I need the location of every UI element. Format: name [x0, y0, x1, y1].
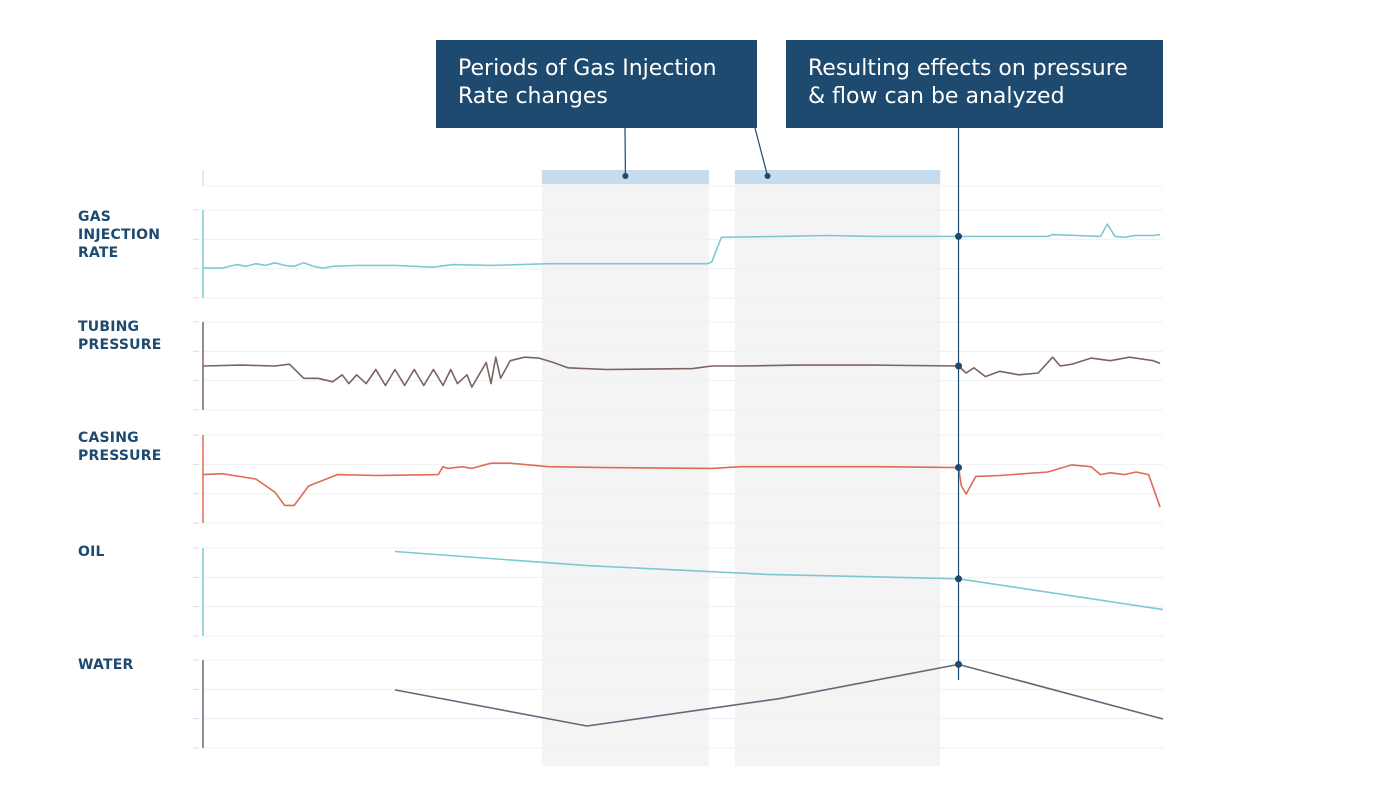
callout-left-line-1: Periods of Gas Injection — [458, 56, 717, 81]
series-line-gas_injection_rate — [203, 223, 1161, 269]
callout-gas-injection-periods: Periods of Gas Injection Rate changes — [436, 40, 757, 128]
series-line-water — [394, 663, 1164, 727]
label-water: WATER — [78, 657, 134, 673]
callout-resulting-effects: Resulting effects on pressure & flow can… — [786, 40, 1163, 128]
label-oil: OIL — [78, 544, 105, 560]
label-tubing-pressure: TUBING PRESSURE — [78, 319, 162, 353]
analysis-marker — [955, 128, 963, 680]
series-line-tubing_pressure — [202, 356, 1161, 388]
callout-right-line-2: & flow can be analyzed — [808, 84, 1065, 109]
series-line-oil — [394, 550, 1164, 611]
highlight-bands — [541, 170, 941, 766]
period-bar-2 — [734, 170, 941, 184]
connector-right — [754, 127, 769, 177]
connector-left-dot — [622, 173, 629, 179]
callout-left-line-2: Rate changes — [458, 84, 608, 109]
callout-right-line-1: Resulting effects on pressure — [808, 56, 1128, 81]
callout-connectors — [622, 127, 771, 179]
gridlines — [203, 185, 1163, 749]
label-gas-injection-rate: GAS INJECTION RATE — [78, 209, 161, 261]
period-band-2 — [734, 184, 941, 766]
label-casing-pressure: CASING PRESSURE — [78, 430, 162, 464]
series-lines — [202, 223, 1164, 727]
y-axes — [193, 170, 204, 749]
series-line-casing_pressure — [202, 462, 1161, 508]
period-band-1 — [541, 184, 709, 766]
connector-right-dot — [764, 173, 771, 179]
